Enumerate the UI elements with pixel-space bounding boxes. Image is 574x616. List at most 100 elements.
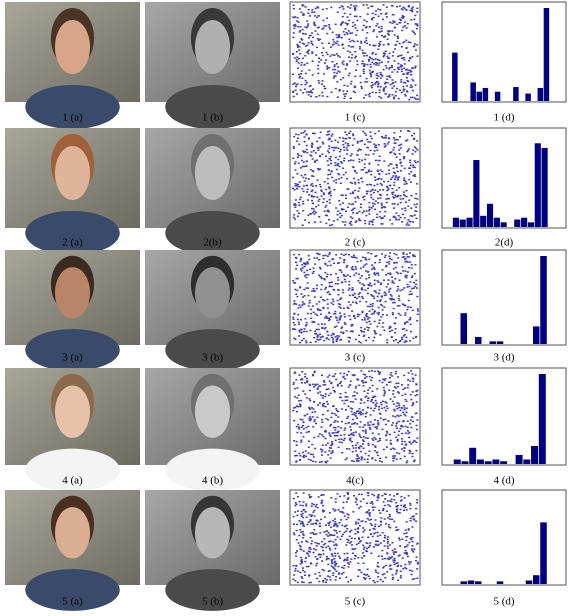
scatter-dot <box>299 501 301 503</box>
scatter-dot <box>354 317 356 319</box>
scatter-dot <box>392 175 394 177</box>
scatter-dot <box>417 161 419 163</box>
scatter-dot <box>316 336 318 338</box>
scatter-dot <box>371 87 373 89</box>
scatter-dot <box>396 458 398 460</box>
scatter-dot <box>318 581 320 583</box>
scatter-dot <box>344 459 346 461</box>
scatter-dot <box>317 253 319 255</box>
scatter-dot <box>387 541 389 543</box>
scatter-dot <box>321 419 323 421</box>
scatter-dot <box>387 539 389 541</box>
scatter-dot <box>343 495 345 497</box>
scatter-dot <box>310 453 312 455</box>
scatter-dot <box>292 158 294 160</box>
scatter-dot <box>400 130 402 132</box>
scatter-dot <box>335 440 337 442</box>
scatter-dot <box>305 178 307 180</box>
scatter-dot <box>336 41 338 43</box>
scatter-dot <box>374 310 376 312</box>
scatter-dot <box>415 508 417 510</box>
scatter-dot <box>307 189 309 191</box>
scatter-dot <box>383 69 385 71</box>
caption: 5 (a) <box>62 596 83 608</box>
scatter-dot <box>349 315 351 317</box>
scatter-dot <box>393 564 395 566</box>
scatter-dot <box>331 563 333 565</box>
scatter-dot <box>350 193 352 195</box>
scatter-dot <box>335 254 337 256</box>
scatter-dot <box>331 224 333 226</box>
scatter-dot <box>300 548 302 550</box>
scatter-dot <box>415 374 417 376</box>
scatter-dot <box>377 170 379 172</box>
scatter-dot <box>313 210 315 212</box>
scatter-dot <box>395 339 397 341</box>
scatter-dot <box>325 444 327 446</box>
scatter-dot <box>303 266 305 268</box>
scatter-dot <box>353 41 355 43</box>
scatter-dot <box>365 301 367 303</box>
scatter-dot <box>416 287 418 289</box>
scatter-dot <box>367 306 369 308</box>
scatter-dot <box>416 556 418 558</box>
scatter-dot <box>358 314 360 316</box>
scatter-dot <box>400 79 402 81</box>
scatter-dot <box>411 574 413 576</box>
scatter-dot <box>397 342 399 344</box>
scatter-dot <box>396 428 398 430</box>
scatter-dot <box>325 189 327 191</box>
scatter-dot <box>296 515 298 517</box>
scatter-dot <box>385 135 387 137</box>
scatter-dot <box>375 532 377 534</box>
scatter-dot <box>299 31 301 33</box>
scatter-dot <box>384 558 386 560</box>
scatter-dot <box>388 68 390 70</box>
scatter-dot <box>346 399 348 401</box>
scatter-dot <box>327 564 329 566</box>
scatter-dot <box>391 330 393 332</box>
scatter-dot <box>368 202 370 204</box>
scatter-dot <box>415 84 417 86</box>
scatter-dot <box>299 199 301 201</box>
caption: 1 (d) <box>493 112 514 124</box>
scatter-dot <box>362 382 364 384</box>
scatter-dot <box>352 324 354 326</box>
scatter-dot <box>371 458 373 460</box>
scatter-dot <box>410 181 412 183</box>
scatter-dot <box>367 462 369 464</box>
scatter-dot <box>293 32 295 34</box>
scatter-dot <box>325 418 327 420</box>
scatter-dot <box>342 221 344 223</box>
scatter-dot <box>406 509 408 511</box>
scatter-dot <box>367 329 369 331</box>
scatter-dot <box>404 497 406 499</box>
scatter-dot <box>292 280 294 282</box>
scatter-dot <box>402 557 404 559</box>
scatter-dot <box>341 62 343 64</box>
scatter-dot <box>338 306 340 308</box>
scatter-dot <box>320 313 322 315</box>
scatter-dot <box>345 409 347 411</box>
scatter-dot <box>355 387 357 389</box>
scatter-dot <box>381 75 383 77</box>
scatter-dot <box>326 292 328 294</box>
scatter-dot <box>417 563 419 565</box>
scatter-dot <box>297 67 299 69</box>
scatter-dot <box>349 384 351 386</box>
scatter-dot <box>344 322 346 324</box>
face <box>55 146 90 200</box>
scatter-dot <box>293 96 295 98</box>
scatter-dot <box>340 339 342 341</box>
scatter-dot <box>367 569 369 571</box>
scatter-dot <box>361 380 363 382</box>
scatter-dot <box>301 332 303 334</box>
scatter-dot <box>409 286 411 288</box>
scatter-dot <box>303 289 305 291</box>
scatter-dot <box>382 223 384 225</box>
scatter-dot <box>385 86 387 88</box>
scatter-dot <box>314 296 316 298</box>
scatter-dot <box>347 499 349 501</box>
scatter-dot <box>397 288 399 290</box>
scatter-dot <box>352 40 354 42</box>
